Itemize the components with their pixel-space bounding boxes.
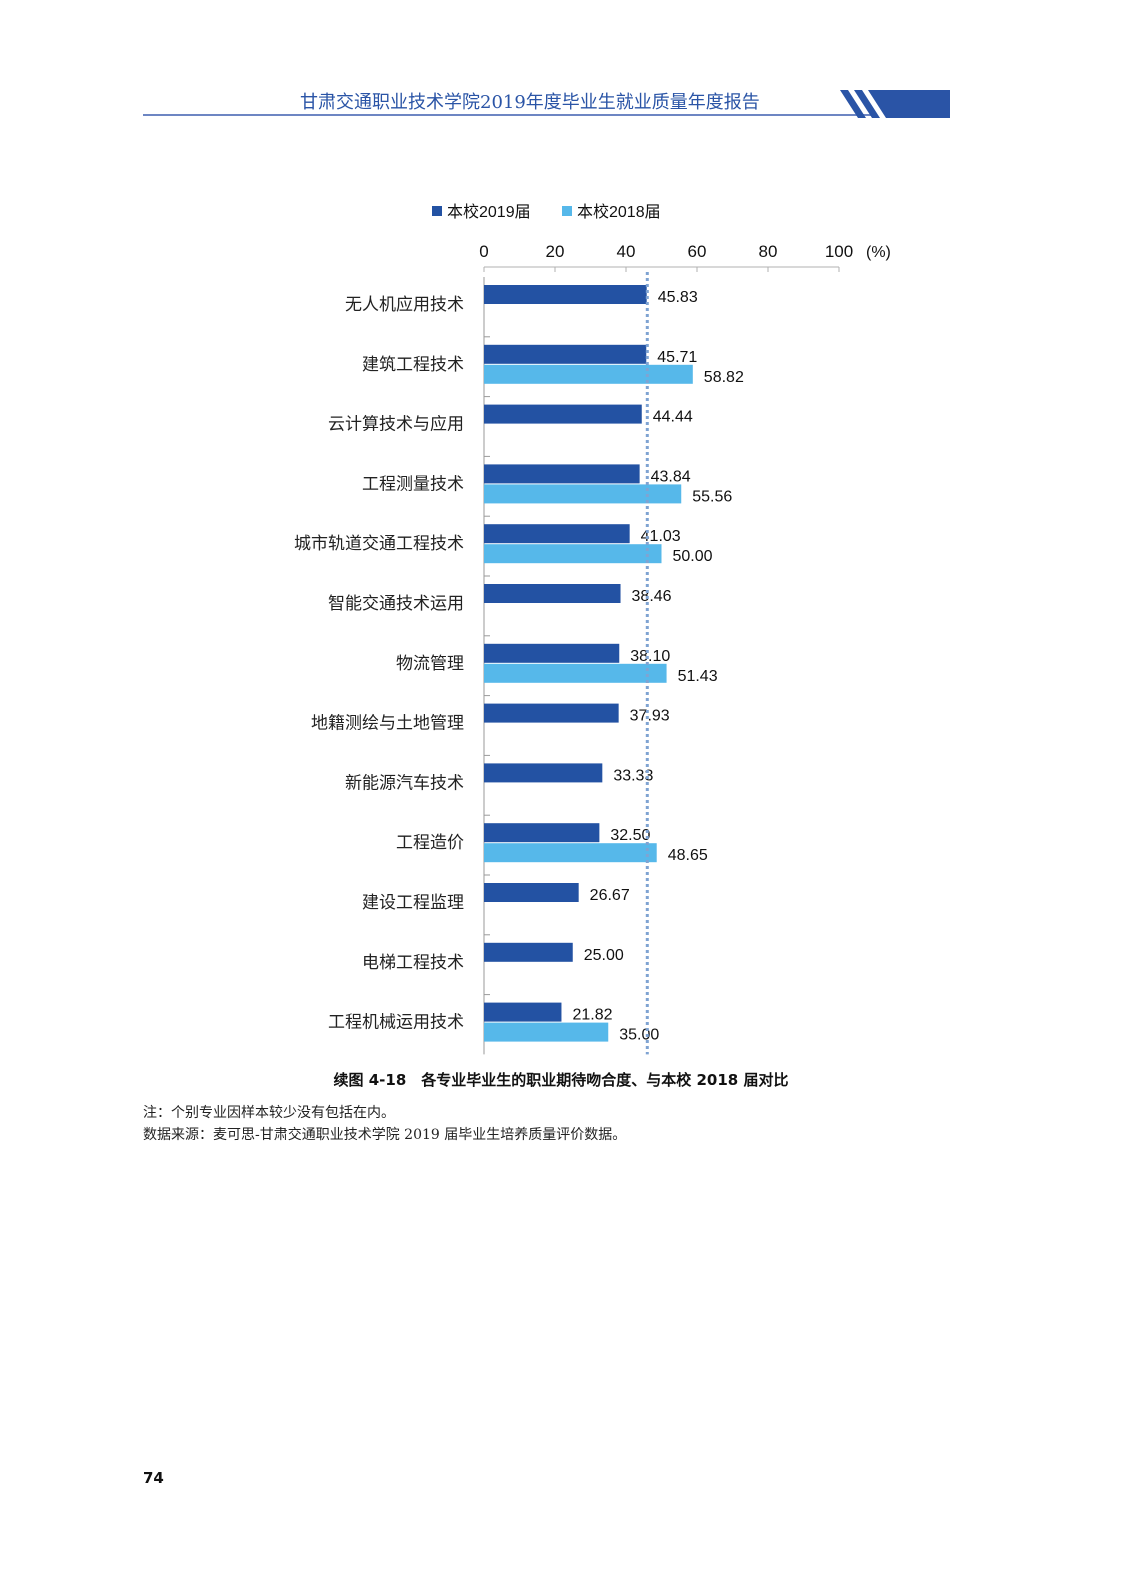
category-label: 工程造价 bbox=[396, 833, 464, 853]
x-tick-label: 100 bbox=[825, 242, 853, 261]
data-label: 44.44 bbox=[653, 409, 693, 426]
data-label: 43.84 bbox=[651, 468, 691, 485]
header-rule bbox=[143, 114, 871, 116]
bar bbox=[484, 364, 693, 384]
data-label: 50.00 bbox=[673, 548, 713, 565]
data-label: 35.00 bbox=[619, 1027, 659, 1044]
bar bbox=[484, 643, 620, 663]
x-tick-label: 60 bbox=[688, 242, 707, 261]
bar bbox=[484, 843, 657, 863]
bar bbox=[484, 404, 642, 424]
x-tick-label: 80 bbox=[759, 242, 778, 261]
legend-label: 本校2018届 bbox=[577, 203, 661, 221]
category-label: 智能交通技术运用 bbox=[328, 594, 464, 614]
category-label: 建筑工程技术 bbox=[362, 355, 464, 375]
bar bbox=[484, 285, 647, 304]
bar bbox=[484, 942, 573, 962]
legend-swatch bbox=[562, 206, 572, 216]
category-label: 工程测量技术 bbox=[362, 474, 464, 494]
data-label: 37.93 bbox=[630, 708, 670, 725]
figure-caption: 续图 4-18 各专业毕业生的职业期待吻合度、与本校 2018 届对比 bbox=[333, 1071, 789, 1089]
bar bbox=[484, 703, 619, 723]
bar bbox=[484, 524, 630, 544]
unit-label: (%) bbox=[866, 244, 891, 261]
x-tick-label: 0 bbox=[479, 242, 488, 261]
category-label: 电梯工程技术 bbox=[362, 953, 464, 973]
category-label: 地籍测绘与土地管理 bbox=[311, 714, 464, 734]
bar bbox=[484, 464, 640, 484]
bar bbox=[484, 1022, 609, 1042]
category-label: 新能源汽车技术 bbox=[345, 773, 464, 793]
data-label: 58.82 bbox=[704, 369, 744, 386]
data-label: 45.71 bbox=[657, 349, 697, 366]
category-label: 工程机械运用技术 bbox=[328, 1013, 464, 1033]
category-label: 城市轨道交通工程技术 bbox=[294, 534, 464, 554]
data-label: 38.10 bbox=[630, 648, 670, 665]
data-label: 26.67 bbox=[590, 887, 630, 904]
legend-label: 本校2019届 bbox=[447, 203, 531, 221]
category-label: 无人机应用技术 bbox=[345, 295, 464, 315]
x-tick-label: 40 bbox=[617, 242, 636, 261]
data-label: 41.03 bbox=[641, 528, 681, 545]
category-label: 云计算技术与应用 bbox=[328, 415, 464, 435]
data-label: 48.65 bbox=[668, 847, 708, 864]
header-title: 甘肃交通职业技术学院2019年度毕业生就业质量年度报告 bbox=[300, 92, 760, 113]
data-label: 25.00 bbox=[584, 947, 624, 964]
header-stripes-decoration bbox=[840, 90, 950, 118]
bar bbox=[484, 763, 603, 783]
bar bbox=[484, 663, 667, 683]
bar bbox=[484, 544, 662, 564]
data-label: 33.33 bbox=[613, 767, 653, 784]
data-label: 51.43 bbox=[678, 668, 718, 685]
bar bbox=[484, 484, 682, 504]
bar bbox=[484, 823, 600, 843]
bar bbox=[484, 883, 579, 902]
page-number: 74 bbox=[143, 1469, 164, 1487]
category-label: 物流管理 bbox=[396, 654, 464, 674]
data-label: 38.46 bbox=[632, 588, 672, 605]
note-text: 注：个别专业因样本较少没有包括在内。 bbox=[143, 1105, 395, 1121]
category-label: 建设工程监理 bbox=[362, 893, 464, 913]
data-label: 45.83 bbox=[658, 289, 698, 306]
data-label: 55.56 bbox=[692, 488, 732, 505]
data-label: 32.50 bbox=[610, 827, 650, 844]
bar bbox=[484, 344, 647, 364]
bar bbox=[484, 584, 621, 603]
bar bbox=[484, 1002, 562, 1022]
data-label: 21.82 bbox=[572, 1007, 612, 1024]
x-tick-label: 20 bbox=[546, 242, 565, 261]
bar-chart: 本校2019届 本校2018届 0 20 40 60 80 100 (%) 无人机应用技术 45.8… bbox=[294, 203, 891, 1055]
source-text: 数据来源：麦可思-甘肃交通职业技术学院 2019 届毕业生培养质量评价数据。 bbox=[143, 1127, 627, 1143]
legend-swatch bbox=[432, 206, 442, 216]
